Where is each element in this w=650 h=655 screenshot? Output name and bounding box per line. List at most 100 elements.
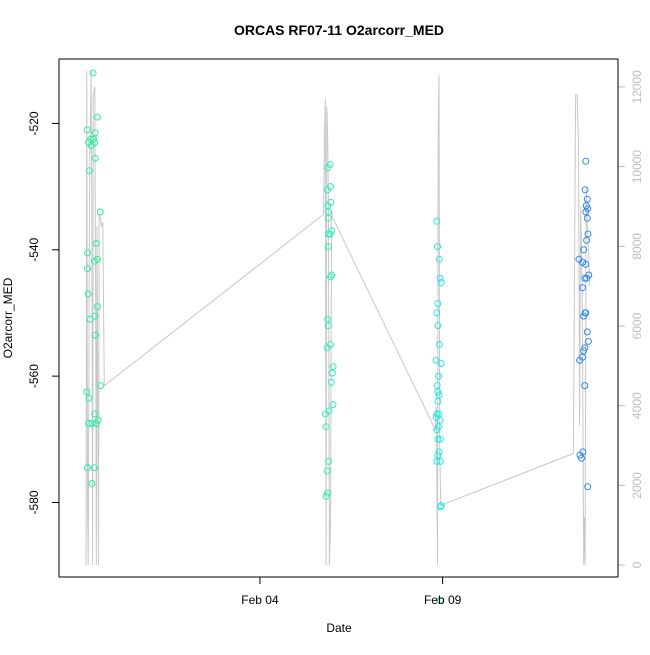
data-point-1-3 [324, 186, 331, 194]
data-point-2-5 [434, 300, 442, 307]
data-point-2-1 [434, 243, 441, 251]
data-point-0-19 [91, 312, 99, 320]
data-point-2-22 [436, 435, 444, 443]
data-point-0-12 [84, 249, 91, 257]
y2-tick-label-0: 0 [630, 561, 644, 568]
data-point-0-1 [93, 113, 101, 121]
data-point-0-29 [88, 420, 96, 427]
data-point-2-13 [434, 388, 442, 396]
data-point-0-6 [83, 126, 91, 134]
data-point-0-17 [84, 290, 92, 298]
data-point-1-26 [323, 467, 331, 475]
axes-layer: -520 -540 -560 -580 0 2000 4000 6000 8000 10000 12… [27, 70, 644, 607]
secondary-series-layer [85, 70, 590, 566]
secondary-series-line [85, 70, 590, 566]
data-point-2-3 [436, 274, 444, 282]
data-point-2-4 [437, 279, 445, 287]
y2-tick-label-4: 8000 [630, 233, 644, 260]
data-point-0-18 [93, 303, 101, 311]
data-point-3-5 [582, 208, 590, 216]
data-point-1-17 [323, 344, 331, 352]
scatter-points-layer [83, 69, 593, 604]
data-point-2-6 [433, 309, 441, 317]
data-point-2-24 [435, 448, 443, 456]
data-point-1-23 [321, 410, 329, 418]
y-axis-label: O2arcorr_MED [1, 277, 15, 358]
data-point-0-2 [91, 129, 99, 137]
data-point-0-0 [89, 69, 97, 77]
data-point-0-22 [97, 382, 105, 390]
data-point-1-10 [326, 230, 334, 238]
data-point-3-30 [584, 483, 592, 491]
data-point-3-2 [583, 195, 591, 203]
data-point-0-28 [94, 416, 102, 424]
data-point-1-1 [324, 164, 332, 172]
chart-title: ORCAS RF07-11 O2arcorr_MED [234, 22, 444, 38]
data-point-2-26 [433, 457, 441, 465]
data-point-2-8 [435, 341, 443, 348]
data-point-0-30 [84, 464, 91, 472]
data-point-2-21 [433, 426, 441, 434]
data-point-0-21 [91, 331, 99, 339]
data-point-2-0 [433, 217, 441, 225]
data-point-3-15 [583, 274, 591, 282]
data-point-3-6 [583, 214, 591, 222]
data-point-0-9 [91, 154, 99, 162]
x-tick-label-1: Feb 09 [424, 593, 462, 607]
y2-tick-label-6: 12000 [630, 70, 644, 104]
data-point-1-11 [324, 243, 332, 251]
data-point-0-23 [83, 388, 91, 396]
data-point-1-13 [327, 273, 334, 281]
data-point-0-8 [85, 138, 93, 146]
data-point-1-21 [329, 401, 337, 408]
x-tick-label-0: Feb 04 [241, 593, 279, 607]
data-point-3-0 [582, 157, 590, 165]
data-point-3-29 [578, 454, 585, 462]
y2-tick-label-3: 6000 [630, 312, 644, 339]
data-point-3-26 [581, 382, 589, 390]
data-point-1-7 [324, 214, 332, 222]
x-axis-label: Date [326, 621, 352, 635]
data-point-1-24 [322, 423, 330, 431]
y-tick-label-3: -580 [27, 490, 41, 514]
data-point-0-15 [90, 257, 98, 265]
data-point-2-23 [434, 435, 442, 443]
data-point-3-7 [584, 230, 592, 238]
y-tick-label-0: -520 [27, 111, 41, 135]
data-point-0-20 [86, 315, 94, 323]
data-point-2-29 [436, 503, 444, 511]
data-point-0-13 [92, 240, 100, 247]
data-point-3-25 [576, 356, 584, 364]
data-point-2-11 [435, 372, 443, 380]
data-point-2-27 [436, 457, 444, 465]
data-point-3-9 [580, 246, 588, 254]
data-point-3-16 [579, 284, 587, 292]
data-point-3-20 [583, 328, 591, 336]
data-point-2-10 [437, 360, 445, 367]
y-tick-label-2: -560 [27, 364, 41, 388]
data-point-0-11 [96, 208, 104, 216]
data-point-2-30 [436, 596, 444, 604]
data-point-1-15 [324, 322, 332, 330]
plot-frame [58, 58, 619, 578]
data-point-1-20 [327, 378, 335, 386]
data-point-0-32 [88, 480, 96, 487]
y2-tick-label-2: 4000 [630, 392, 644, 419]
data-point-0-16 [84, 265, 91, 273]
data-point-3-23 [580, 347, 588, 355]
data-point-3-12 [582, 260, 590, 268]
data-point-0-31 [90, 464, 98, 472]
data-point-3-21 [584, 337, 592, 345]
data-point-2-16 [433, 410, 441, 418]
data-point-0-26 [85, 420, 93, 427]
data-point-1-19 [328, 369, 336, 377]
y-tick-label-1: -540 [27, 237, 41, 261]
data-point-2-28 [437, 502, 445, 510]
data-point-3-8 [583, 236, 591, 244]
data-point-2-2 [435, 255, 443, 263]
data-point-2-7 [434, 322, 442, 330]
data-point-2-9 [432, 356, 440, 364]
data-point-3-19 [580, 312, 588, 320]
data-point-0-24 [85, 394, 93, 402]
